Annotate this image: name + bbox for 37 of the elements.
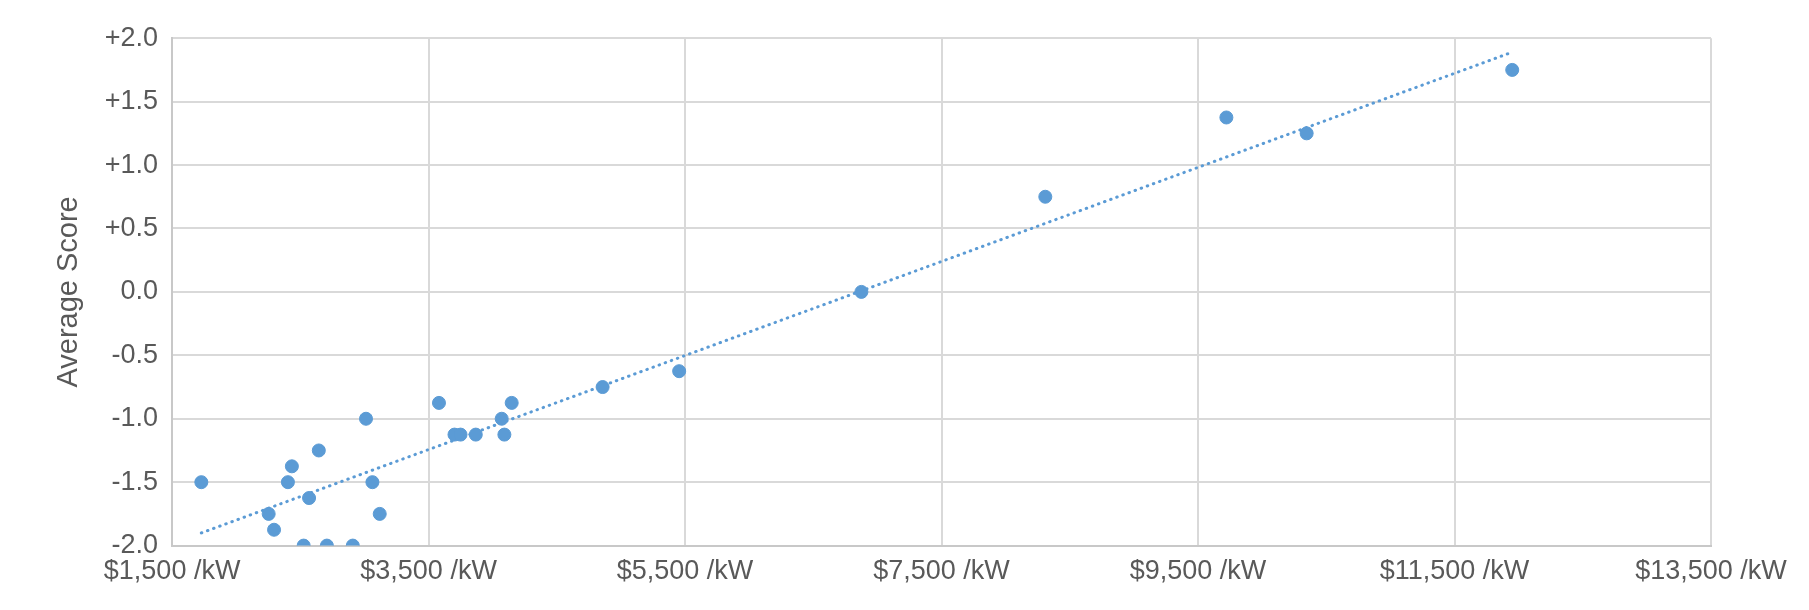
point [468,427,483,442]
y-tick-label: -1.5 [111,465,159,496]
point [1219,110,1234,125]
y-axis-title: Average Score [51,196,84,388]
point [302,491,317,506]
point [359,411,373,426]
point [672,364,687,379]
x-tick-label: $11,500 /kW [1379,555,1530,586]
y-tick-label: 0.0 [120,275,159,306]
point [284,459,299,474]
point [280,475,295,490]
point [431,395,446,410]
point [267,522,282,537]
point [1299,126,1314,141]
point [494,411,509,426]
x-tick-label: $5,500 /kW [616,555,754,586]
point [194,475,209,490]
point [365,475,380,490]
x-tick-label: $7,500 /kW [873,555,1011,586]
y-tick-label: +1.0 [104,148,159,179]
y-tick-label: +2.0 [104,21,159,52]
x-tick-label: $3,500 /kW [360,555,498,586]
y-tick-label: -0.5 [111,338,159,369]
point [504,395,519,410]
point [372,506,387,521]
y-tick-label: -1.0 [111,402,159,433]
point [311,443,326,458]
y-tick-label: +1.5 [104,85,159,116]
point [1038,189,1053,204]
x-tick-label: $9,500 /kW [1129,555,1267,586]
point [261,506,276,521]
point [595,380,610,395]
point [854,284,869,299]
point [1505,62,1520,77]
x-tick-label: $13,500 /kW [1635,555,1788,586]
y-tick-label: +0.5 [104,211,159,242]
point [497,427,512,442]
